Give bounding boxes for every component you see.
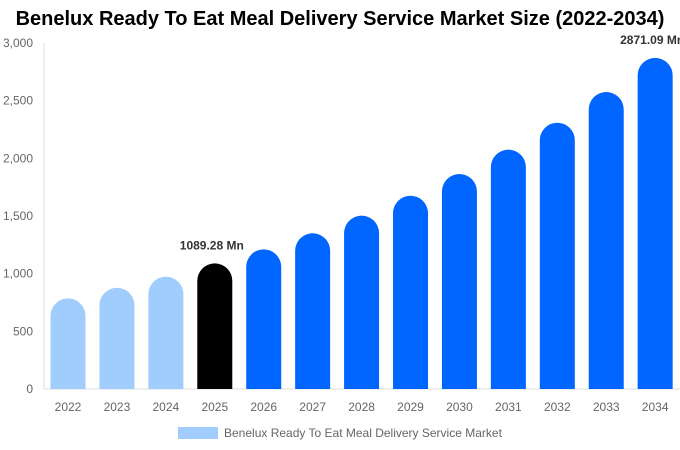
y-tick-label: 0 xyxy=(26,382,33,396)
x-tick-label: 2029 xyxy=(397,400,424,414)
bar-2030 xyxy=(441,174,477,389)
bar-2023 xyxy=(99,287,135,389)
bar-2029 xyxy=(393,195,429,389)
legend: Benelux Ready To Eat Meal Delivery Servi… xyxy=(178,426,502,440)
bar-2027 xyxy=(295,233,331,389)
x-tick-label: 2031 xyxy=(495,400,522,414)
bar-2032 xyxy=(539,122,575,390)
bar-2031 xyxy=(490,149,526,389)
y-tick-label: 2,000 xyxy=(3,151,33,165)
bar-2028 xyxy=(344,215,380,389)
x-tick-label: 2024 xyxy=(153,400,180,414)
y-tick-label: 500 xyxy=(13,324,33,338)
y-tick-label: 2,500 xyxy=(3,94,33,108)
x-tick-label: 2032 xyxy=(544,400,571,414)
legend-label: Benelux Ready To Eat Meal Delivery Servi… xyxy=(224,426,502,440)
bar-2025 xyxy=(197,263,233,389)
x-tick-label: 2025 xyxy=(201,400,228,414)
bar-2024 xyxy=(148,276,184,389)
data-label: 1089.28 Mn xyxy=(180,238,244,252)
legend-swatch xyxy=(178,427,218,439)
x-tick-label: 2026 xyxy=(250,400,277,414)
x-tick-label: 2023 xyxy=(104,400,131,414)
x-tick-label: 2022 xyxy=(55,400,82,414)
bar-2026 xyxy=(246,249,282,389)
x-tick-label: 2033 xyxy=(593,400,620,414)
bar-2034 xyxy=(637,57,673,390)
x-tick-label: 2027 xyxy=(299,400,326,414)
y-tick-label: 3,000 xyxy=(3,36,33,50)
data-label: 2871.09 Mn xyxy=(620,33,680,47)
chart-title: Benelux Ready To Eat Meal Delivery Servi… xyxy=(15,8,665,30)
x-tick-label: 2028 xyxy=(348,400,375,414)
bar-2022 xyxy=(50,298,86,389)
x-tick-label: 2034 xyxy=(642,400,669,414)
x-tick-label: 2030 xyxy=(446,400,473,414)
bar-2033 xyxy=(588,92,624,390)
y-tick-label: 1,500 xyxy=(3,209,33,223)
y-tick-label: 1,000 xyxy=(3,267,33,281)
